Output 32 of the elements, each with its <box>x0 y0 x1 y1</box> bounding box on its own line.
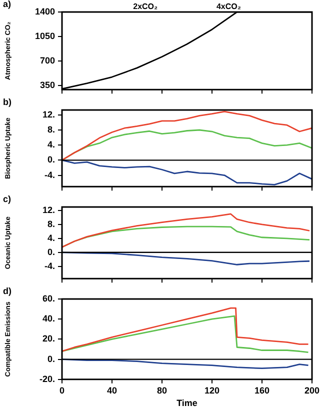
x-tick-label: 160 <box>254 385 270 396</box>
chart-title: a) <box>3 0 12 9</box>
y-tick-label: 12. <box>42 109 55 120</box>
y-tick-label: 4. <box>47 140 55 150</box>
x-tick-label: 120 <box>204 385 220 396</box>
y-tick-label: 8. <box>47 218 55 229</box>
x-tick-label: 0 <box>59 385 65 396</box>
y-tick-label: 20. <box>42 334 55 344</box>
text: 4xCO₂ <box>216 2 242 12</box>
y-tick-label: 1050 <box>34 30 55 41</box>
y-tick-label: 0. <box>47 354 55 364</box>
chart-title: b) <box>3 96 12 107</box>
y-tick-label: -20. <box>39 374 55 384</box>
chart-title: d) <box>3 286 12 296</box>
y-tick-label: 1400 <box>34 6 55 16</box>
y-tick-label: 350 <box>40 80 55 90</box>
x-axis-title: Time <box>176 398 198 408</box>
y-tick-label: 60. <box>42 293 55 304</box>
x-tick-label: 80 <box>156 385 168 396</box>
x-tick-label: 40 <box>106 385 118 396</box>
x-tick-label: 200 <box>304 385 320 396</box>
y-tick-label: -4. <box>44 170 55 180</box>
y-tick-label: 0. <box>47 246 55 257</box>
y-tick-label: 4. <box>47 232 55 243</box>
y-tick-label: 12. <box>42 204 55 215</box>
y-tick-label: 700 <box>40 55 55 66</box>
text: 2xCO₂ <box>133 2 158 12</box>
y-tick-label: 0. <box>47 154 55 165</box>
y-tick-label: 40. <box>42 314 55 324</box>
y-tick-label: -4. <box>44 260 55 271</box>
chart-title: c) <box>3 194 12 204</box>
y-tick-label: 8. <box>47 124 55 134</box>
